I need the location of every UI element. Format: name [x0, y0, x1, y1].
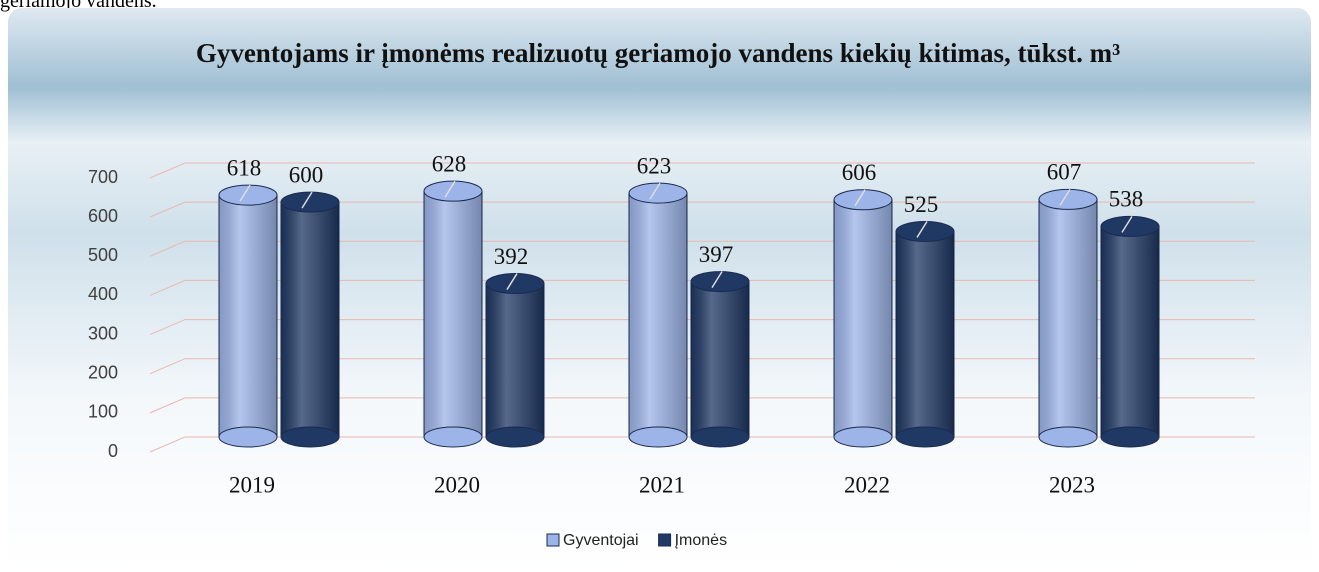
x-tick-label: 2022: [844, 472, 890, 497]
bar-base: [690, 426, 750, 448]
leader-line: [916, 221, 928, 238]
bar-shade: [424, 191, 482, 437]
x-tick-label: 2019: [229, 472, 275, 497]
bar-shade: [1101, 226, 1159, 437]
bar-top: [280, 191, 340, 213]
bar-base: [218, 426, 278, 448]
leader-line: [239, 184, 251, 202]
legend-label: Įmonės: [675, 532, 727, 549]
y-tick-label: 700: [88, 167, 118, 187]
bar-base: [895, 426, 955, 448]
value-label: 618: [227, 155, 262, 180]
y-tick-label: 300: [88, 323, 118, 343]
y-tick-label: 600: [88, 206, 118, 226]
value-label: 600: [289, 162, 324, 187]
leader-line: [301, 191, 313, 209]
x-tick-label: 2023: [1049, 472, 1095, 497]
value-label: 623: [637, 153, 672, 178]
bar-base: [485, 426, 545, 448]
bar-top: [895, 221, 955, 242]
bar-base: [280, 426, 340, 448]
bar-shade: [281, 202, 339, 437]
value-label: 392: [494, 244, 529, 269]
grid-line: [149, 201, 1255, 218]
bar-top: [485, 273, 545, 295]
leader-line: [1121, 216, 1133, 233]
value-label: 607: [1047, 160, 1082, 185]
bar-top: [833, 189, 893, 211]
value-label: 538: [1109, 187, 1144, 212]
bar-top: [1038, 188, 1098, 210]
bar-shade: [1039, 199, 1097, 437]
value-label: 397: [699, 242, 734, 267]
bar-shade: [486, 283, 544, 437]
bar-shade: [896, 231, 954, 437]
value-label: 525: [904, 192, 939, 217]
leader-line: [1059, 189, 1071, 206]
bar-base: [833, 426, 893, 448]
bar-top: [423, 180, 483, 202]
bar-top: [628, 182, 688, 204]
bar-shade: [629, 193, 687, 437]
leader-line: [854, 189, 866, 207]
bar-base: [1038, 426, 1098, 448]
value-label: 606: [842, 160, 877, 185]
leader-line: [649, 182, 661, 200]
chart: 0 100 200 300 400 500 600 700 2019 618 600 2020 628 3…: [88, 151, 1255, 549]
bar-base: [1100, 426, 1160, 448]
chart-frame: 0 100 200 300 400 500 600 700 2019 618 600 2020 628 3…: [8, 8, 1311, 570]
legend-swatch: [546, 533, 560, 547]
bar-shade: [834, 199, 892, 437]
bar-top: [690, 271, 750, 293]
bar-base: [628, 426, 688, 448]
y-tick-label: 0: [108, 441, 118, 461]
legend-swatch: [658, 533, 672, 547]
bar-base: [423, 426, 483, 448]
x-tick-label: 2020: [434, 472, 480, 497]
y-tick-label: 500: [88, 245, 118, 265]
y-tick-label: 200: [88, 362, 118, 382]
y-tick-label: 400: [88, 284, 118, 304]
leader-line: [711, 271, 723, 289]
leader-line: [444, 180, 456, 198]
bar-top: [1100, 215, 1160, 237]
y-tick-label: 100: [88, 402, 118, 422]
grid-line: [149, 162, 1255, 179]
bar-shade: [691, 281, 749, 437]
bar-top: [218, 184, 278, 206]
value-label: 628: [432, 151, 467, 176]
chart-title: Gyventojams ir įmonėms realizuotų geriam…: [195, 38, 1121, 68]
x-tick-label: 2021: [639, 472, 685, 497]
bar-shade: [219, 195, 277, 437]
legend-label: Gyventojai: [563, 532, 639, 549]
leader-line: [506, 273, 518, 290]
